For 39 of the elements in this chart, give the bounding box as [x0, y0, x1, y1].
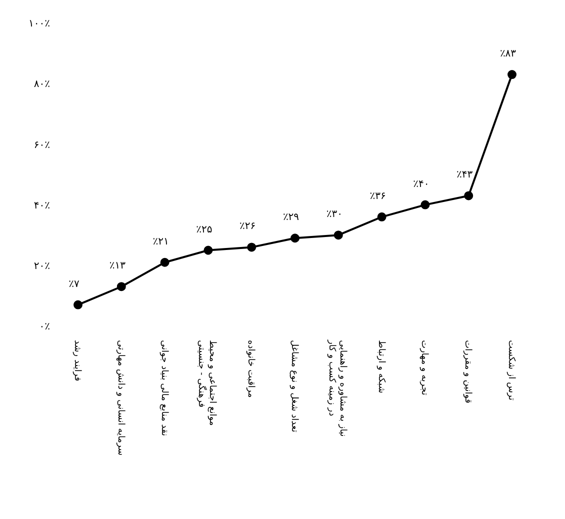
- y-tick-label: ۰٪: [39, 322, 50, 333]
- y-tick-label: ۱۰۰٪: [28, 18, 50, 30]
- x-tick-label: تعداد شغل و نوع مشاغل: [289, 340, 299, 433]
- point: [508, 70, 516, 80]
- text: ٪۳۰: [326, 209, 342, 220]
- x-tick-label: ترس از شکست: [506, 340, 516, 401]
- point: [116, 282, 126, 292]
- point: [74, 300, 82, 310]
- x-tick-label: سرمایه انسانی و دانش مهارتی: [115, 340, 126, 456]
- text: ٪۱۳: [109, 260, 126, 272]
- x-tick-label: موانع اجتماعی و محیط فرهنگی - جنسیتی: [196, 340, 218, 426]
- x-tick-label: مراقبت خانواده: [246, 340, 256, 398]
- x-tick-label: شبکه و ارتباط: [376, 340, 386, 394]
- point: [290, 234, 300, 243]
- x-tick-label: تجربه و مهارت: [419, 340, 430, 396]
- point: [377, 212, 386, 222]
- text: ٪۳۶: [370, 190, 386, 202]
- text: ٪۷: [68, 278, 80, 290]
- point: [160, 258, 170, 267]
- y-tick-label: ۴۰٪: [34, 200, 50, 212]
- point: [420, 200, 430, 210]
- x-tick-label: فرایند رشد: [72, 340, 82, 382]
- y-tick-label: ۶۰٪: [34, 140, 50, 151]
- text: ٪۲۶: [240, 221, 256, 232]
- y-tick-label: ۸۰٪: [34, 79, 50, 90]
- point: [464, 191, 474, 200]
- point: [334, 230, 343, 240]
- text: ٪۴۳: [456, 170, 473, 181]
- point: [204, 246, 213, 255]
- text: ٪۲۵: [196, 224, 212, 236]
- x-tick-label: قوانین و مقررات: [462, 340, 473, 404]
- text: ٪۲۱: [152, 236, 169, 248]
- x-tick-label: نقد منابع مالی بنیاد جوانی: [158, 340, 169, 436]
- y-tick-label: ۲۰٪: [34, 260, 50, 272]
- text: ٪۸۳: [500, 48, 516, 60]
- text: ٪۲۹: [282, 212, 300, 224]
- x-tick-label: نیاز به مشاوره و راهنمایی در زمینه کسب و کار: [326, 339, 348, 437]
- text: ٪۴۰: [413, 178, 430, 190]
- point: [247, 242, 256, 252]
